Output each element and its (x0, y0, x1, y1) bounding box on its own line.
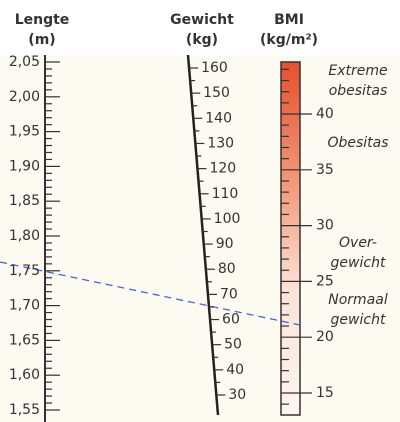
weight-label: 130 (207, 135, 234, 151)
bmi-label: 15 (316, 385, 334, 401)
background (0, 55, 400, 422)
bmi-label: 20 (316, 329, 334, 345)
length-label: 2,00 (9, 89, 40, 105)
length-label: 1,95 (9, 124, 40, 140)
bmi-category: gewicht (331, 312, 386, 328)
weight-label: 110 (212, 186, 239, 202)
weight-label: 140 (205, 110, 232, 126)
length-label: 1,65 (9, 332, 40, 348)
bmi-label: 35 (316, 162, 334, 178)
bmi-category: Obesitas (327, 135, 388, 151)
length-label: 1,85 (9, 193, 40, 209)
weight-label: 150 (203, 85, 230, 101)
length-label: 1,80 (9, 228, 40, 244)
example-line (0, 261, 301, 326)
length-label: 2,05 (9, 54, 40, 70)
column-header: (kg) (186, 32, 218, 48)
weight-label: 50 (224, 337, 242, 353)
weight-label: 100 (214, 211, 241, 227)
column-header: Gewicht (170, 12, 234, 28)
weight-label: 60 (222, 312, 240, 328)
column-header: BMI (274, 12, 304, 28)
weight-label: 90 (216, 236, 234, 252)
length-label: 1,55 (9, 402, 40, 418)
weight-label: 80 (218, 261, 236, 277)
bmi-category: Normaal (328, 292, 388, 308)
bmi-label: 25 (316, 273, 334, 289)
bmi-bar (280, 61, 301, 416)
length-label: 1,75 (9, 263, 40, 279)
weight-label: 30 (228, 387, 246, 403)
weight-axis (186, 54, 220, 416)
bmi-label: 40 (316, 106, 334, 122)
length-label: 1,60 (9, 367, 40, 383)
length-label: 1,90 (9, 158, 40, 174)
weight-label: 40 (226, 362, 244, 378)
bmi-category: gewicht (331, 255, 386, 271)
column-header: Lengte (15, 12, 70, 28)
bmi-category: Over- (339, 235, 377, 251)
weight-label: 160 (201, 60, 228, 76)
bmi-category: Extreme (328, 63, 387, 79)
length-label: 1,70 (9, 298, 40, 314)
bmi-label: 30 (316, 218, 334, 234)
column-header: (m) (28, 32, 55, 48)
weight-label: 120 (209, 161, 236, 177)
bmi-category: obesitas (329, 83, 388, 99)
weight-label: 70 (220, 286, 238, 302)
column-header: (kg/m²) (260, 32, 318, 48)
